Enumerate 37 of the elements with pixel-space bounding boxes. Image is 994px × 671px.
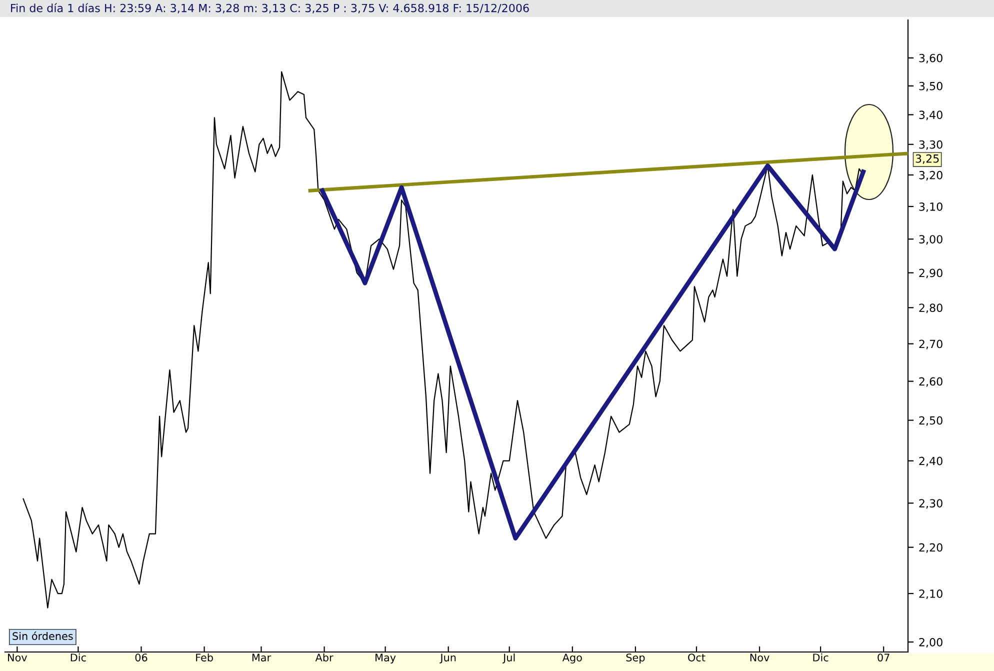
x-tick-label: Feb (196, 653, 213, 662)
line-series (320, 163, 866, 541)
x-tick-label: Dic (813, 653, 828, 662)
y-tick-label: 2,70 (919, 340, 942, 350)
x-tick-label: 06 (135, 654, 148, 662)
x-tick-label: Abr (315, 653, 334, 662)
x-tick-label: Jul (502, 653, 515, 664)
x-tick-label: Ago (562, 654, 582, 664)
y-tick-label: 2,60 (919, 377, 942, 387)
y-tick-label: 3,40 (919, 110, 942, 120)
x-tick-label: Sep (626, 654, 645, 664)
x-tick-label: Dic (70, 653, 86, 662)
y-tick-label: 2,80 (919, 304, 942, 314)
y-tick-label: 3,50 (919, 82, 942, 92)
x-tick-label: Mar (252, 654, 272, 662)
y-tick-label: 3,20 (919, 170, 942, 180)
y-tick-label: 2,00 (919, 638, 942, 648)
x-tick-label: Oct (688, 654, 706, 662)
y-tick-label: 2,90 (919, 268, 942, 278)
chart-title: Fin de día 1 días H: 23:59 A: 3,14 M: 3,28 m: 3,13 C: 3,25 P : 3,75 V: 4.658.918 F: 15/12/2006 (11, 3, 529, 14)
x-tick-label: Nov (750, 654, 770, 662)
x-tick-label: Nov (8, 654, 28, 662)
y-tick-label: 2,20 (919, 543, 942, 553)
annotation: 3,25 (916, 154, 939, 164)
y-tick-label: 2,40 (919, 456, 942, 466)
annotation: Sin órdenes (12, 632, 73, 640)
y-tick-label: 3,10 (919, 202, 942, 212)
y-tick-label: 2,30 (919, 499, 942, 509)
line-series (22, 71, 862, 608)
y-tick-label: 2,10 (919, 590, 942, 600)
y-tick-label: 3,00 (919, 235, 942, 245)
y-tick-label: 3,60 (919, 54, 942, 64)
y-tick-label: 3,30 (919, 140, 942, 150)
x-tick-label: Jun (440, 654, 456, 664)
x-tick-label: May (376, 654, 396, 664)
y-tick-label: 2,50 (919, 416, 942, 426)
x-tick-label: 07 (878, 654, 890, 662)
